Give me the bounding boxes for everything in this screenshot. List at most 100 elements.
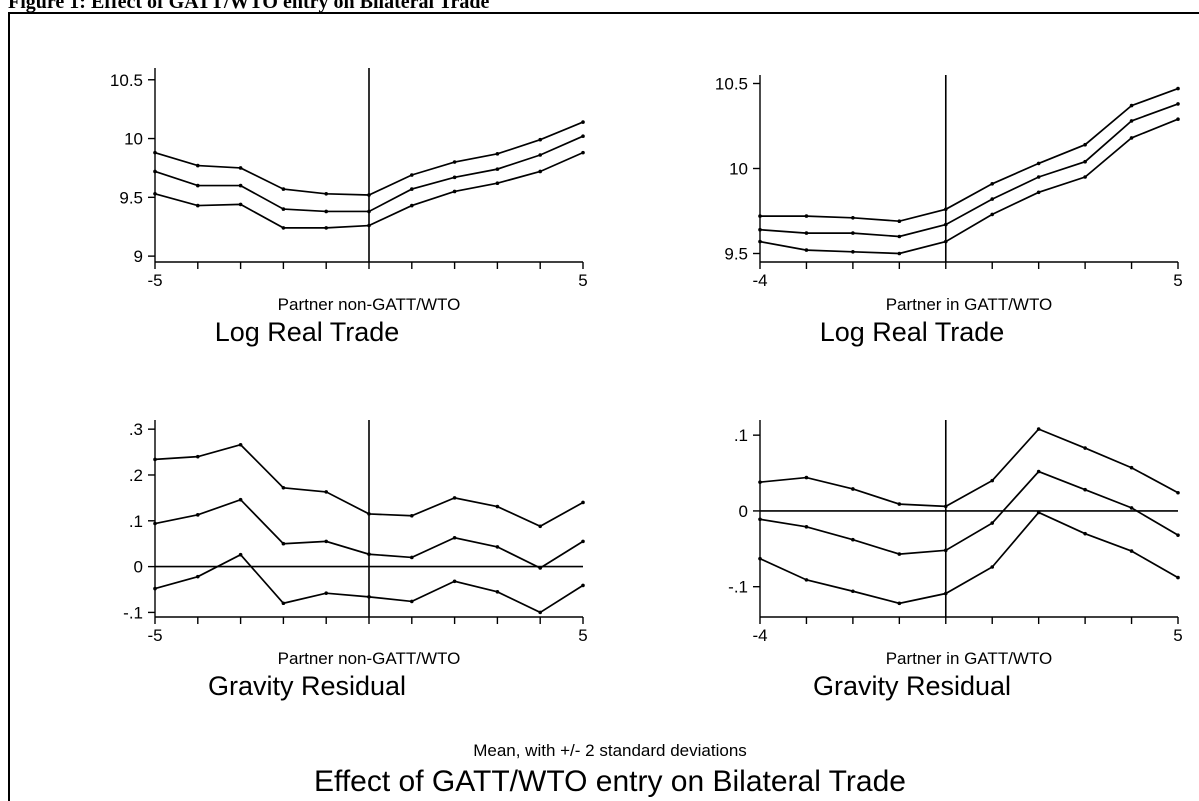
data-point <box>538 566 542 570</box>
data-point <box>196 513 200 517</box>
data-point <box>943 222 948 227</box>
data-point <box>1083 159 1087 164</box>
data-point <box>281 187 286 191</box>
data-point <box>410 555 414 560</box>
data-point <box>495 152 500 156</box>
data-point <box>897 502 902 506</box>
x-tick-label: -5 <box>147 626 162 645</box>
data-point <box>897 234 902 239</box>
data-point <box>581 134 585 138</box>
data-point <box>1036 161 1041 166</box>
data-point <box>452 496 457 500</box>
data-point <box>851 250 855 254</box>
data-point <box>581 583 585 588</box>
upper-band-line <box>759 428 1179 508</box>
data-point <box>1083 487 1087 492</box>
data-point <box>238 202 243 207</box>
data-point <box>410 513 414 518</box>
x-tick-label: -4 <box>752 271 767 290</box>
data-point <box>238 442 243 447</box>
data-point <box>1036 469 1041 474</box>
data-point <box>538 153 542 157</box>
data-point <box>410 173 414 177</box>
data-point <box>153 586 157 591</box>
data-point <box>851 216 855 220</box>
data-point <box>581 539 585 544</box>
data-point <box>410 187 414 191</box>
data-point <box>990 182 995 186</box>
data-point <box>281 601 286 606</box>
data-point <box>758 556 762 561</box>
data-point <box>324 539 329 544</box>
data-point <box>581 150 585 155</box>
y-tick-label: -.1 <box>123 603 143 622</box>
data-point <box>495 504 500 509</box>
data-point <box>581 500 585 505</box>
data-point <box>196 183 200 188</box>
data-point <box>804 214 809 218</box>
data-point <box>495 181 500 186</box>
y-tick-label: .3 <box>129 420 143 439</box>
data-point <box>1176 117 1180 121</box>
data-point <box>324 591 329 595</box>
data-point <box>851 589 855 594</box>
panel-title: Log Real Trade <box>215 317 400 347</box>
data-point <box>897 601 902 606</box>
data-point <box>324 490 329 494</box>
data-point <box>851 487 855 491</box>
data-point <box>452 189 457 194</box>
x-axis-label: Partner non-GATT/WTO <box>278 295 461 314</box>
x-tick-label: -4 <box>752 626 767 645</box>
data-point <box>410 203 414 208</box>
data-point <box>804 578 809 582</box>
data-point <box>1036 190 1041 195</box>
data-point <box>495 545 500 549</box>
data-point <box>538 169 542 174</box>
chart-panel-1: 9 9.5 10 10.5 -5 5 Partner non-GATT/WTO Log Rea… <box>110 68 588 347</box>
data-point <box>943 548 948 553</box>
data-point <box>1129 465 1134 470</box>
panel-title: Log Real Trade <box>820 317 1005 347</box>
data-point <box>1176 490 1180 495</box>
data-point <box>495 590 500 594</box>
upper-band-line <box>760 87 1179 223</box>
data-point <box>1036 427 1041 431</box>
data-point <box>538 524 542 529</box>
data-point <box>1129 506 1134 510</box>
data-point <box>281 207 286 211</box>
y-tick-label: 0 <box>739 502 748 521</box>
data-point <box>804 248 809 252</box>
y-tick-label: 0 <box>134 558 143 577</box>
data-point <box>897 219 902 223</box>
data-point <box>281 541 286 546</box>
data-point <box>1083 446 1087 450</box>
data-point <box>538 610 542 615</box>
x-tick-label: 5 <box>578 271 587 290</box>
x-axis-label: Partner in GATT/WTO <box>886 295 1053 314</box>
data-point <box>367 209 371 214</box>
data-point <box>943 207 948 212</box>
data-point <box>452 175 457 180</box>
data-point <box>495 167 500 171</box>
x-axis-label: Partner non-GATT/WTO <box>278 649 461 668</box>
data-point <box>804 525 809 529</box>
y-tick-label: .2 <box>129 466 143 485</box>
data-point <box>196 574 200 579</box>
data-point <box>324 192 329 196</box>
data-point <box>238 183 243 188</box>
data-point <box>238 552 243 557</box>
data-point <box>1083 175 1087 179</box>
data-point <box>452 160 457 164</box>
data-point <box>238 166 243 170</box>
y-tick-label: 10 <box>729 160 748 179</box>
data-point <box>758 214 762 218</box>
y-tick-label: -.1 <box>728 578 748 597</box>
data-point <box>758 227 762 232</box>
data-point <box>990 478 995 483</box>
data-point <box>581 120 585 124</box>
data-point <box>367 552 371 557</box>
data-point <box>1129 119 1134 123</box>
data-point <box>367 193 371 197</box>
data-point <box>153 457 157 462</box>
